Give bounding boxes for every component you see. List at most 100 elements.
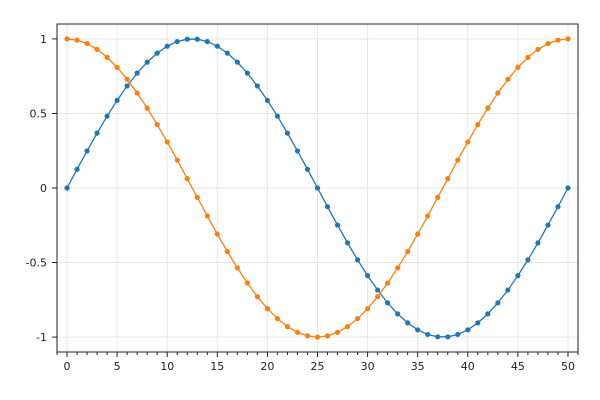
data-point (435, 194, 441, 200)
data-point (425, 331, 431, 338)
data-point (244, 70, 250, 76)
data-point (114, 64, 120, 70)
data-point (525, 257, 531, 263)
data-point (284, 324, 291, 330)
x-tick-label: 20 (260, 360, 274, 373)
data-point (334, 222, 341, 228)
data-point (174, 157, 180, 163)
data-point (485, 105, 491, 111)
data-point (314, 185, 321, 191)
data-point (174, 38, 180, 45)
data-point (324, 333, 331, 339)
data-point (184, 176, 190, 182)
series-group (64, 36, 571, 340)
x-tick-label: 45 (511, 360, 525, 373)
data-point (214, 43, 220, 49)
data-point (264, 306, 270, 312)
data-point (485, 311, 491, 317)
data-point (395, 265, 401, 271)
x-tick-label: 40 (461, 360, 475, 373)
data-point (254, 83, 260, 89)
data-point (194, 194, 200, 200)
data-point (435, 334, 441, 340)
data-point (284, 130, 291, 136)
y-tick-label: 1 (40, 33, 47, 46)
data-point (475, 320, 481, 326)
x-tick-label: 10 (160, 360, 174, 373)
x-tick-label: 5 (114, 360, 121, 373)
x-tick-label: 25 (311, 360, 325, 373)
data-point (375, 287, 381, 293)
data-point (334, 329, 341, 336)
data-point (164, 139, 170, 145)
data-point (535, 240, 541, 246)
data-point (565, 185, 571, 191)
data-point (495, 300, 501, 306)
data-point (365, 273, 371, 279)
data-point (124, 76, 130, 82)
data-point (525, 54, 531, 60)
data-point (234, 265, 240, 271)
data-point (395, 311, 401, 317)
data-point (324, 204, 331, 210)
y-tick-label: 0 (40, 182, 47, 195)
data-point (84, 148, 90, 154)
series-2 (64, 36, 571, 340)
data-point (405, 248, 411, 255)
data-point (204, 38, 210, 45)
data-point (455, 157, 461, 163)
data-point (375, 294, 381, 300)
data-point (465, 139, 471, 145)
data-point (555, 37, 561, 43)
data-point (274, 316, 281, 322)
data-point (224, 50, 230, 56)
data-point (455, 331, 461, 338)
data-point (94, 46, 100, 52)
data-point (184, 36, 190, 42)
data-point (385, 300, 391, 306)
data-point (94, 130, 100, 136)
data-point (224, 248, 230, 255)
data-point (565, 36, 571, 42)
data-point (465, 327, 471, 333)
data-point (344, 240, 351, 246)
data-point (114, 97, 120, 103)
data-point (354, 316, 361, 322)
data-point (144, 59, 150, 65)
data-point (535, 46, 541, 52)
data-point (445, 334, 451, 340)
data-point (495, 90, 501, 96)
data-point (294, 329, 301, 336)
x-tick-label: 30 (361, 360, 375, 373)
data-point (264, 97, 270, 103)
data-point (274, 113, 281, 119)
data-point (294, 148, 301, 154)
y-tick-label: -0.5 (26, 257, 47, 270)
x-tick-label: 15 (210, 360, 224, 373)
data-point (515, 273, 521, 279)
data-point (304, 333, 311, 339)
data-point (74, 166, 80, 172)
data-point (204, 213, 210, 219)
data-point (84, 40, 90, 47)
data-point (385, 280, 391, 286)
y-tick-label: -1 (36, 331, 47, 344)
data-point (134, 70, 140, 76)
x-tick-label: 35 (411, 360, 425, 373)
data-point (354, 257, 361, 263)
data-point (74, 37, 80, 43)
data-point (244, 280, 250, 286)
x-tick-label: 50 (561, 360, 575, 373)
data-point (154, 121, 160, 128)
data-point (104, 113, 110, 119)
data-point (405, 320, 411, 326)
data-point (475, 121, 481, 128)
data-point (164, 43, 170, 49)
data-point (415, 327, 421, 333)
axes: 0 5 10 15 20 25 30 35 40 45 50 1 0.5 0 -0.5 -1 (26, 33, 579, 373)
data-point (214, 231, 220, 237)
data-point (415, 231, 421, 237)
data-point (515, 64, 521, 70)
